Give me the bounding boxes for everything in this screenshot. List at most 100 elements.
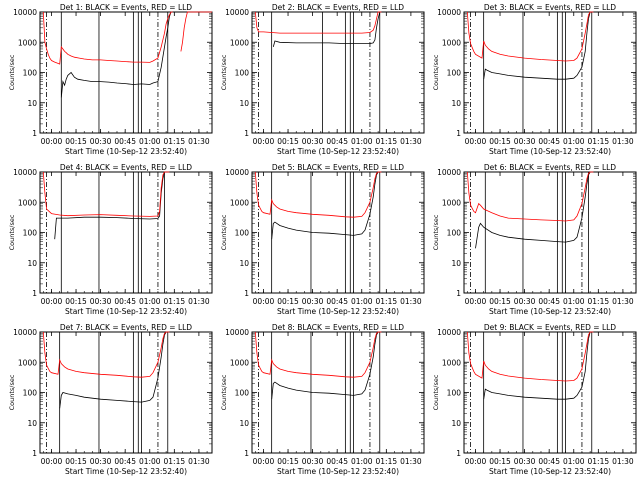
series-lld-line bbox=[254, 11, 382, 34]
y-axis-label: Counts/sec bbox=[220, 54, 228, 90]
y-tick-label: 1 bbox=[456, 289, 461, 298]
x-tick-label: 00:30 bbox=[90, 137, 112, 146]
x-tick-label: 01:15 bbox=[164, 457, 186, 466]
y-tick-label: 100 bbox=[447, 389, 462, 398]
panel-title: Det 3: BLACK = Events, RED = LLD bbox=[484, 3, 616, 12]
x-tick-label: 00:45 bbox=[326, 137, 348, 146]
x-tick-label: 01:15 bbox=[588, 297, 610, 306]
y-tick-label: 10 bbox=[451, 259, 461, 268]
x-tick-label: 00:30 bbox=[302, 137, 324, 146]
series-lld-line bbox=[254, 171, 382, 218]
x-tick-label: 00:00 bbox=[253, 137, 275, 146]
plot-frame bbox=[463, 171, 637, 294]
x-tick-label: 01:00 bbox=[563, 297, 585, 306]
y-tick-label: 10000 bbox=[225, 168, 249, 177]
x-tick-label: 01:30 bbox=[612, 457, 634, 466]
y-tick-label: 1 bbox=[244, 449, 249, 458]
x-tick-label: 00:30 bbox=[302, 457, 324, 466]
x-axis-label: Start Time (10-Sep-12 23:52:40) bbox=[489, 147, 611, 156]
panel-title: Det 6: BLACK = Events, RED = LLD bbox=[484, 163, 616, 172]
x-tick-label: 00:15 bbox=[277, 457, 299, 466]
y-axis-label: Counts/sec bbox=[8, 54, 16, 90]
x-tick-label: 00:45 bbox=[538, 457, 560, 466]
plot-frame bbox=[463, 331, 637, 454]
x-tick-label: 01:00 bbox=[351, 297, 373, 306]
plot-frame bbox=[39, 331, 213, 454]
x-tick-label: 00:30 bbox=[90, 457, 112, 466]
x-tick-label: 01:30 bbox=[400, 457, 422, 466]
x-tick-label: 01:00 bbox=[139, 137, 161, 146]
y-tick-label: 1 bbox=[456, 129, 461, 138]
x-tick-label: 00:30 bbox=[302, 297, 324, 306]
y-tick-label: 1000 bbox=[442, 198, 461, 207]
panel-title: Det 5: BLACK = Events, RED = LLD bbox=[272, 163, 404, 172]
y-tick-label: 10000 bbox=[13, 8, 37, 17]
y-tick-label: 10 bbox=[27, 99, 37, 108]
panel-title: Det 2: BLACK = Events, RED = LLD bbox=[272, 3, 404, 12]
plot-frame bbox=[251, 11, 425, 134]
x-tick-label: 00:30 bbox=[514, 297, 536, 306]
y-tick-label: 1000 bbox=[230, 358, 249, 367]
series-lld-line bbox=[466, 11, 594, 62]
plot-frame bbox=[39, 171, 213, 294]
panel-det-3: Det 3: BLACK = Events, RED = LLD Start Ti… bbox=[432, 3, 637, 156]
x-tick-label: 00:15 bbox=[65, 457, 87, 466]
panel-det-8: Det 8: BLACK = Events, RED = LLD Start Ti… bbox=[220, 323, 425, 476]
y-tick-label: 1 bbox=[244, 129, 249, 138]
panel-title: Det 9: BLACK = Events, RED = LLD bbox=[484, 323, 616, 332]
panel-title: Det 4: BLACK = Events, RED = LLD bbox=[60, 163, 192, 172]
x-tick-label: 00:00 bbox=[465, 297, 487, 306]
x-tick-label: 00:45 bbox=[114, 297, 136, 306]
y-tick-label: 100 bbox=[23, 69, 38, 78]
y-tick-label: 100 bbox=[235, 69, 250, 78]
series-events-line bbox=[483, 331, 594, 400]
plot-frame bbox=[463, 11, 637, 134]
x-tick-label: 00:30 bbox=[514, 457, 536, 466]
y-tick-label: 100 bbox=[235, 389, 250, 398]
x-tick-label: 00:15 bbox=[489, 457, 511, 466]
x-axis-label: Start Time (10-Sep-12 23:52:40) bbox=[65, 307, 187, 316]
y-axis-label: Counts/sec bbox=[8, 214, 16, 250]
y-tick-label: 10000 bbox=[225, 328, 249, 337]
y-tick-label: 10000 bbox=[437, 8, 461, 17]
y-tick-label: 1 bbox=[32, 449, 37, 458]
y-axis-label: Counts/sec bbox=[432, 54, 440, 90]
x-tick-label: 00:45 bbox=[538, 137, 560, 146]
x-tick-label: 01:30 bbox=[188, 457, 210, 466]
x-axis-label: Start Time (10-Sep-12 23:52:40) bbox=[65, 467, 187, 476]
panel-det-1: Det 1: BLACK = Events, RED = LLD Start Ti… bbox=[8, 3, 213, 156]
series-lld-line bbox=[42, 331, 170, 378]
series-lld-line bbox=[466, 171, 594, 222]
y-axis-label: Counts/sec bbox=[8, 374, 16, 410]
x-tick-label: 00:45 bbox=[326, 297, 348, 306]
y-tick-label: 10 bbox=[239, 419, 249, 428]
series-events-line bbox=[271, 331, 382, 400]
y-tick-label: 1000 bbox=[18, 198, 37, 207]
x-tick-label: 01:00 bbox=[563, 137, 585, 146]
series-events-line bbox=[271, 171, 382, 240]
x-tick-label: 00:15 bbox=[489, 137, 511, 146]
x-tick-label: 00:45 bbox=[114, 457, 136, 466]
y-axis-label: Counts/sec bbox=[220, 214, 228, 250]
x-tick-label: 00:30 bbox=[90, 297, 112, 306]
x-tick-label: 00:30 bbox=[514, 137, 536, 146]
series-events-line bbox=[475, 171, 594, 249]
x-tick-label: 00:15 bbox=[277, 297, 299, 306]
panel-det-2: Det 2: BLACK = Events, RED = LLD Start Ti… bbox=[220, 3, 425, 156]
x-axis-label: Start Time (10-Sep-12 23:52:40) bbox=[65, 147, 187, 156]
series-events-line bbox=[59, 331, 170, 409]
y-axis-label: Counts/sec bbox=[220, 374, 228, 410]
x-axis-label: Start Time (10-Sep-12 23:52:40) bbox=[489, 307, 611, 316]
x-tick-label: 01:30 bbox=[188, 137, 210, 146]
y-tick-label: 10000 bbox=[225, 8, 249, 17]
panel-det-5: Det 5: BLACK = Events, RED = LLD Start Ti… bbox=[220, 163, 425, 316]
x-tick-label: 01:30 bbox=[612, 297, 634, 306]
x-tick-label: 01:15 bbox=[164, 137, 186, 146]
x-tick-label: 01:00 bbox=[351, 137, 373, 146]
y-tick-label: 100 bbox=[23, 229, 38, 238]
x-tick-label: 00:15 bbox=[65, 137, 87, 146]
series-events-line bbox=[483, 11, 594, 80]
y-tick-label: 1000 bbox=[18, 358, 37, 367]
y-axis-label: Counts/sec bbox=[432, 374, 440, 410]
